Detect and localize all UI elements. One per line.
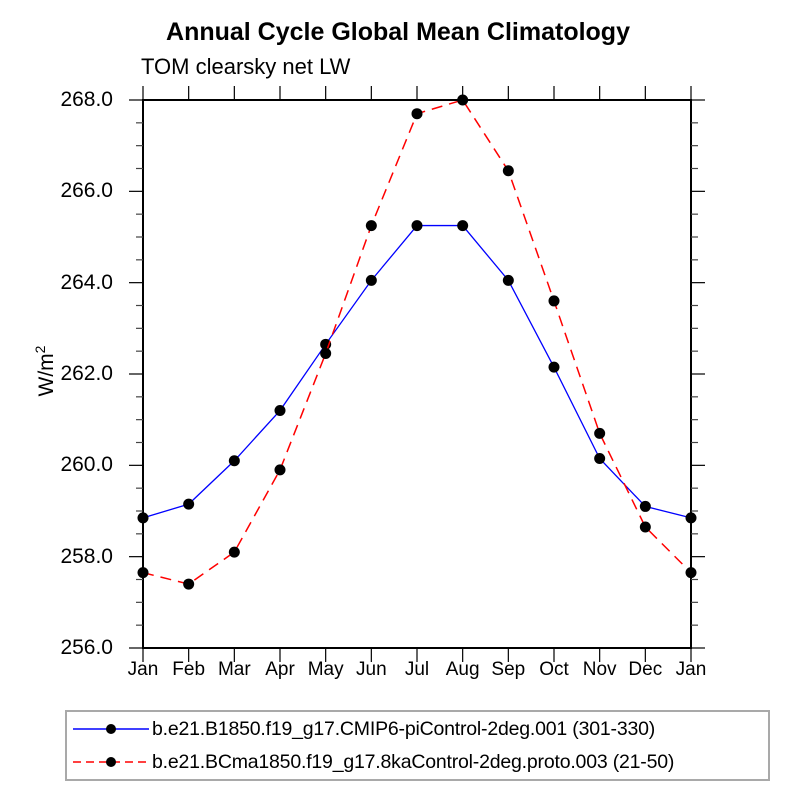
data-point-marker	[183, 578, 195, 590]
data-point-marker	[183, 498, 195, 510]
data-point-marker	[639, 521, 651, 533]
data-point-marker	[137, 512, 149, 524]
data-point-marker	[320, 347, 332, 359]
x-tick-label: Feb	[172, 659, 206, 680]
legend-sample-marker	[106, 757, 116, 767]
legend-sample-marker	[106, 724, 116, 734]
x-tick-label: Jun	[356, 659, 387, 680]
y-tick-label: 260.0	[60, 453, 113, 477]
x-tick-label: Oct	[539, 659, 569, 680]
x-tick-label: Aug	[445, 659, 480, 680]
data-point-marker	[457, 94, 469, 106]
data-point-marker	[411, 108, 423, 120]
data-point-marker	[548, 295, 560, 307]
x-tick-label: May	[307, 659, 344, 680]
y-tick-label: 256.0	[60, 636, 113, 659]
y-tick-label: 266.0	[60, 179, 113, 203]
legend-row-8kacontrol: b.e21.BCma1850.f19_g17.8kaControl-2deg.p…	[67, 746, 768, 779]
chart-subtitle: TOM clearsky net LW	[141, 54, 351, 79]
data-point-marker	[548, 361, 560, 373]
data-point-marker	[639, 500, 651, 512]
y-tick-label: 268.0	[60, 88, 113, 111]
data-point-marker	[365, 274, 377, 286]
data-point-marker	[457, 220, 469, 232]
x-tick-label: Nov	[582, 659, 617, 680]
legend-line-sample-blue-solid	[73, 724, 149, 734]
data-point-marker	[594, 427, 606, 439]
legend-row-picontrol: b.e21.B1850.f19_g17.CMIP6-piControl-2deg…	[67, 713, 768, 746]
x-tick-label: Jan	[127, 659, 159, 680]
x-tick-label: Jan	[675, 659, 707, 680]
legend-line-sample-red-dashed	[73, 757, 149, 767]
y-tick-label: 264.0	[60, 270, 113, 294]
series-line-0	[142, 224, 692, 519]
x-tick-label: Mar	[217, 659, 251, 680]
data-point-marker	[274, 405, 286, 417]
chart-title: Annual Cycle Global Mean Climatology	[166, 18, 630, 46]
x-tick-label: Apr	[265, 659, 295, 680]
y-tick-label: 258.0	[60, 544, 113, 568]
data-point-marker	[685, 567, 697, 579]
data-point-marker	[228, 455, 240, 467]
series-line-1	[142, 99, 692, 585]
data-point-marker	[228, 546, 240, 558]
plot-frame	[142, 99, 692, 649]
data-point-marker	[411, 220, 423, 232]
data-point-marker	[365, 220, 377, 232]
data-point-marker	[274, 464, 286, 476]
legend-label-8kacontrol: b.e21.BCma1850.f19_g17.8kaControl-2deg.p…	[152, 750, 675, 773]
data-point-marker	[502, 274, 514, 286]
legend: b.e21.B1850.f19_g17.CMIP6-piControl-2deg…	[65, 710, 770, 781]
data-point-marker	[594, 452, 606, 464]
data-point-marker	[137, 567, 149, 579]
legend-label-picontrol: b.e21.B1850.f19_g17.CMIP6-piControl-2deg…	[152, 717, 656, 740]
data-point-marker	[502, 165, 514, 177]
x-tick-label: Dec	[628, 659, 663, 680]
y-axis-label-superscript: 2	[32, 345, 48, 354]
data-point-marker	[685, 512, 697, 524]
plot-area	[129, 86, 705, 662]
x-tick-label: Jul	[404, 659, 430, 680]
y-tick-label: 262.0	[60, 362, 113, 385]
x-tick-label: Sep	[491, 659, 526, 680]
